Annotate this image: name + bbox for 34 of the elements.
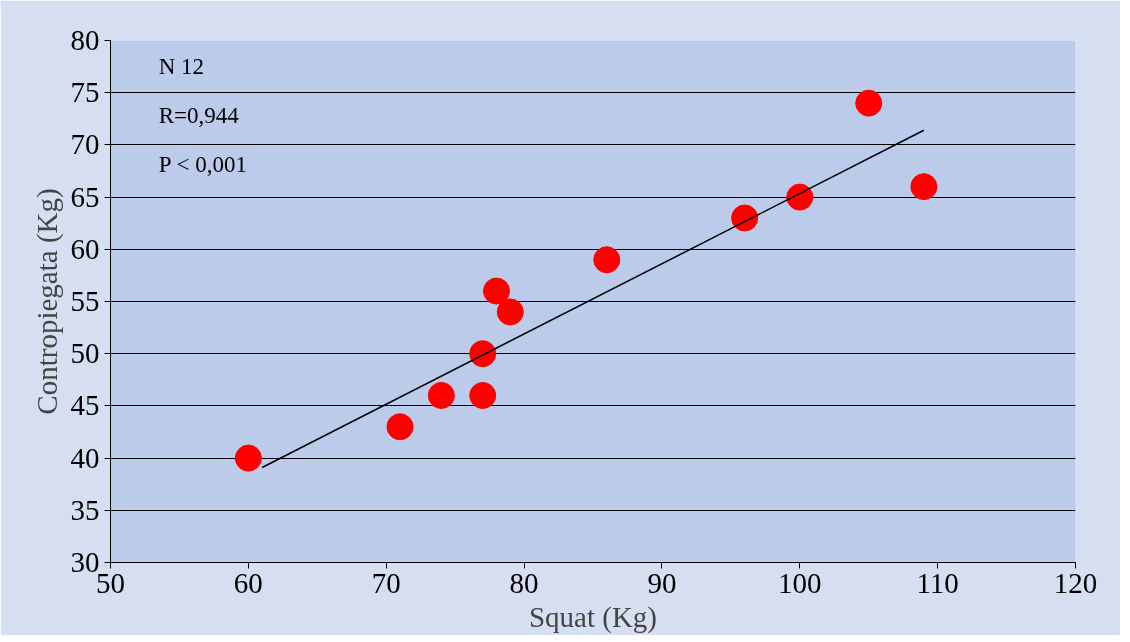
x-axis-title: Squat (Kg) [528, 600, 658, 634]
point [855, 89, 883, 117]
point [910, 173, 938, 201]
x-tick-label: 60 [233, 566, 263, 599]
x-tick-label: 70 [371, 566, 401, 599]
x-tick-label: 90 [647, 566, 677, 599]
point [469, 340, 497, 368]
point [234, 444, 262, 472]
point [731, 204, 759, 232]
y-axis-title: Contropiegata (Kg) [30, 188, 64, 415]
point [786, 183, 814, 211]
x-tick-label: 80 [509, 566, 539, 599]
y-tick-label: 80 [70, 24, 100, 56]
y-tick-label: 35 [70, 493, 100, 526]
point [469, 381, 497, 409]
point [496, 298, 524, 326]
y-tick-label: 55 [70, 285, 100, 317]
point [386, 413, 414, 441]
x-tick-label: 100 [778, 566, 822, 599]
y-tick-label: 65 [70, 180, 100, 213]
y-tick-label: 70 [70, 128, 100, 161]
annotation: N 12 [158, 54, 205, 80]
annotation: P < 0,001 [158, 152, 247, 178]
point [593, 246, 621, 274]
y-tick-label: 60 [70, 232, 100, 265]
point [427, 381, 455, 409]
y-tick-label: 75 [70, 76, 100, 109]
x-tick-label: 110 [916, 566, 959, 599]
x-tick-label: 120 [1053, 566, 1098, 599]
y-tick-label: 40 [70, 441, 100, 474]
annotation: R=0,944 [158, 103, 240, 129]
point [483, 277, 510, 305]
y-tick-label: 45 [70, 389, 100, 422]
y-tick-label: 50 [70, 337, 100, 370]
